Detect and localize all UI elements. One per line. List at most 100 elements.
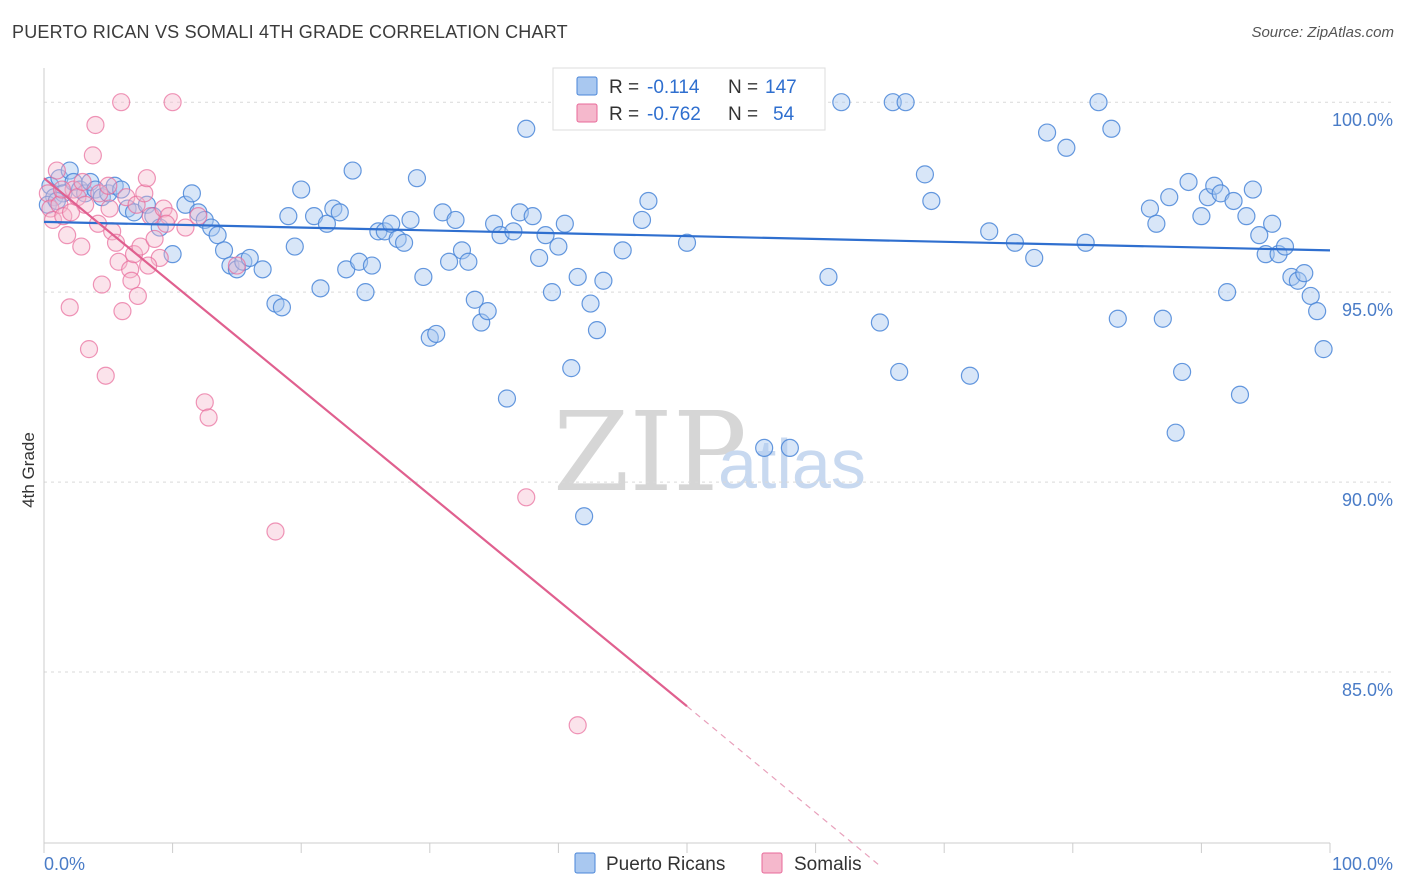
point-puerto-ricans-22 [189,203,208,222]
legend-swatch-blue [576,76,598,96]
point-somalis-0 [38,184,57,203]
point-puerto-ricans-111 [1089,93,1108,112]
point-puerto-ricans-86 [632,210,652,230]
point-somalis-28 [135,184,154,203]
point-somalis-22 [113,302,132,321]
point-somalis-37 [189,207,208,226]
point-somalis-35 [163,93,182,112]
watermark: ZIP atlas [553,388,866,516]
legend-r-value-1: -0.114 [647,77,700,98]
legend-label-somalis: Somalis [794,854,862,875]
legend-n-label-2: N = [728,104,758,125]
point-puerto-ricans-34 [279,207,298,226]
point-puerto-ricans-127 [1230,385,1250,404]
point-puerto-ricans-125 [1218,283,1237,302]
trendline-somalis [43,177,688,708]
source-credit: Source: ZipAtlas.com [1251,24,1394,41]
point-puerto-ricans-59 [446,210,465,230]
trendline-puerto-ricans [43,220,1331,252]
point-puerto-ricans-51 [394,233,414,252]
x-tick-labels: 0.0% 100.0% [44,854,1393,874]
point-somalis-51 [128,286,147,306]
point-puerto-ricans-101 [896,93,915,112]
point-puerto-ricans-49 [382,214,401,233]
point-puerto-ricans-103 [922,191,941,211]
point-puerto-ricans-31 [253,260,272,279]
series-somalis [38,93,587,735]
point-puerto-ricans-28 [227,260,246,279]
x-tick-label-1: 100.0% [1332,854,1393,874]
legend-r-label-2: R = [609,104,639,125]
point-somalis-14 [86,115,105,135]
point-puerto-ricans-89 [677,233,697,252]
point-somalis-23 [117,188,136,207]
point-puerto-ricans-81 [587,321,607,340]
point-puerto-ricans-36 [292,180,311,199]
point-puerto-ricans-54 [414,267,433,287]
point-puerto-ricans-63 [472,313,491,332]
point-puerto-ricans-53 [407,169,427,188]
point-puerto-ricans-71 [523,207,542,226]
point-somalis-17 [96,366,115,385]
point-puerto-ricans-4 [60,161,79,180]
point-somalis-38 [195,393,214,412]
legend-n-label-1: N = [728,77,758,98]
point-puerto-ricans-113 [1108,309,1127,328]
y-tick-label-0: 100.0% [1332,110,1393,130]
trendline-somalis-extension [686,705,881,867]
point-puerto-ricans-104 [960,366,980,385]
point-somalis-20 [106,233,126,252]
point-somalis-50 [122,271,141,290]
point-puerto-ricans-126 [1224,191,1243,211]
point-somalis-12 [79,340,99,359]
point-somalis-10 [72,237,91,256]
point-somalis-27 [131,237,150,256]
point-puerto-ricans-74 [542,283,562,302]
point-puerto-ricans-110 [1076,233,1095,252]
legend-swatch-somalis [761,852,783,874]
point-somalis-31 [145,229,164,249]
point-puerto-ricans-115 [1147,214,1166,233]
point-puerto-ricans-128 [1237,207,1256,226]
point-puerto-ricans-38 [311,279,330,298]
point-puerto-ricans-61 [459,252,478,271]
legend-label-puerto-ricans: Puerto Ricans [606,854,725,875]
point-somalis-44 [112,93,131,112]
point-puerto-ricans-119 [1173,362,1192,382]
point-puerto-ricans-116 [1153,309,1172,328]
point-puerto-ricans-99 [883,93,902,112]
watermark-zip: ZIP [553,388,747,516]
chart-title: PUERTO RICAN VS SOMALI 4TH GRADE CORRELA… [12,22,568,42]
point-puerto-ricans-102 [915,165,935,184]
point-puerto-ricans-105 [980,222,999,241]
point-puerto-ricans-108 [1037,123,1057,142]
legend-r-label-1: R = [609,77,639,98]
legend-box-frame [552,67,826,131]
point-somalis-16 [92,275,111,294]
point-puerto-ricans-118 [1166,423,1185,442]
point-somalis-36 [176,218,195,237]
point-puerto-ricans-80 [581,294,600,313]
point-puerto-ricans-120 [1179,172,1198,192]
point-puerto-ricans-87 [639,191,658,211]
point-puerto-ricans-138 [1301,286,1320,306]
y-tick-label-3: 85.0% [1342,680,1393,700]
point-somalis-45 [52,180,72,199]
point-puerto-ricans-93 [755,438,774,458]
point-puerto-ricans-46 [362,256,382,275]
y-axis-label: 4th Grade [19,432,38,508]
point-puerto-ricans-117 [1160,188,1179,207]
trendlines [43,177,1331,867]
point-puerto-ricans-94 [780,438,799,458]
point-puerto-ricans-35 [285,237,304,256]
point-puerto-ricans-100 [890,362,909,382]
point-puerto-ricans-137 [1295,264,1314,283]
point-puerto-ricans-114 [1140,199,1160,218]
point-somalis-13 [83,146,102,165]
point-puerto-ricans-130 [1250,226,1269,245]
point-puerto-ricans-41 [330,203,349,222]
point-puerto-ricans-67 [497,389,517,408]
point-somalis-29 [137,169,156,188]
point-somalis-40 [227,256,246,275]
